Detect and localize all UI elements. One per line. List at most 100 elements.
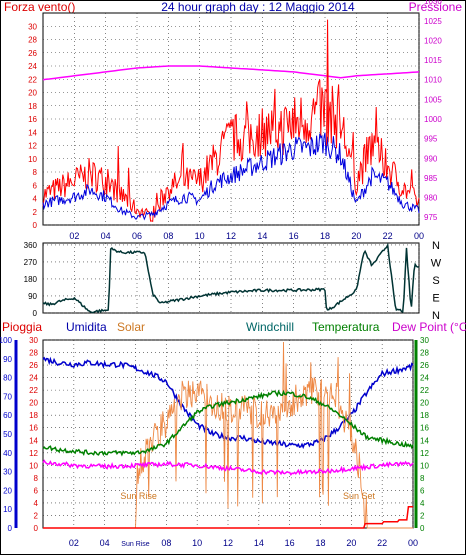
pressure-tick-label: 1015 [424,56,442,65]
rain-tick-label: 30 [29,336,38,345]
degree-tick-label: 270 [24,258,38,267]
rain-tick-label: 18 [29,411,38,420]
annotation-sun-set: Sun Set [343,491,376,501]
wind-tick-label: 12 [28,142,37,151]
rain-tick-label: 28 [29,349,38,358]
pressure-axis-label: Pressione [409,0,463,14]
hour-tick-label: 16 [285,538,295,548]
series-gust-peak [326,19,330,146]
hour-tick-label: 18 [320,231,330,241]
humidity-tick-label: 0 [8,524,13,533]
temperature-tick-label: 30 [420,336,429,345]
legend-dew-point: Dew Point (°C) [392,320,466,334]
degree-tick-label: 90 [28,292,37,301]
series-temperatura [42,389,414,457]
series-pressione [42,65,420,81]
hour-tick-label: 08 [161,538,171,548]
grid-direction [43,243,420,314]
rain-tick-label: 16 [29,424,38,433]
compass-tick-label: E [432,293,439,305]
humidity-tick-label: 20 [3,486,12,495]
rain-tick-label: 12 [29,449,38,458]
hour-tick-label: 06 [132,231,142,241]
hour-tick-labels-bottom: 02 04 Sun Rise 08 10 12 14 16 18 20 22 00 [69,538,418,548]
wind-tick-label: 0 [33,221,38,230]
hour-tick-label: 20 [351,231,361,241]
wind-tick-label: 18 [28,102,37,111]
temperature-tick-label: 24 [420,374,429,383]
hour-tick-label: 18 [315,538,325,548]
degree-tick-label: 360 [24,241,38,250]
pressure-tick-label: 995 [424,135,438,144]
humidity-tick-label: 50 [3,430,12,439]
temperature-tick-label: 26 [420,361,429,370]
hour-tick-label: 00 [408,538,418,548]
rain-tick-label: 4 [34,499,39,508]
sun-annotations: Sun Rise Sun Set [120,491,375,501]
grid-wind [43,13,420,226]
humidity-tick-label: 70 [3,392,12,401]
temperature-tick-label: 28 [420,349,429,358]
rain-tick-label: 24 [29,374,38,383]
wind-tick-label: 24 [28,62,37,71]
series-dew-point [42,459,414,477]
hour-tick-label: 22 [377,538,387,548]
pressure-tick-label: 985 [424,174,438,183]
legend-pioggia: Pioggia [2,320,42,334]
hour-tick-label: 14 [257,231,267,241]
rain-tick-label: 8 [34,474,39,483]
wind-tick-label: 10 [28,155,37,164]
temperature-tick-label: 2 [420,511,425,520]
rain-tick-label: 10 [29,461,38,470]
rain-tick-label: 14 [29,436,38,445]
humidity-tick-label: 30 [3,468,12,477]
legend-windchill: Windchill [246,320,294,334]
chart-title: 24 hour graph day : 12 Maggio 2014 [161,0,355,14]
series-pioggia [43,505,413,529]
compass-tick-label: N [432,310,440,322]
humidity-tick-label: 60 [3,411,12,420]
compass-tick-label: N [432,240,440,252]
pressure-tick-label: 1010 [424,76,442,85]
wind-tick-label: 2 [33,208,38,217]
humidity-tick-label: 10 [3,505,12,514]
degree-tick-label: 180 [24,275,38,284]
series-umidita [42,356,414,450]
temperature-tick-label: 4 [420,499,425,508]
rain-tick-label: 0 [34,524,39,533]
direction-series [42,242,420,314]
series-raffica [42,132,420,221]
compass-tick-label: W [431,258,442,270]
hour-tick-label: 10 [192,538,202,548]
rain-tick-label: 20 [29,399,38,408]
temperature-tick-label: 0 [420,524,425,533]
temperature-tick-label: 6 [420,486,425,495]
degree-tick-labels: 0 90 180 270 360 [24,241,38,318]
annotation-sun-rise: Sun Rise [120,491,157,501]
hour-tick-label: 22 [383,231,393,241]
temperature-tick-label: 20 [420,399,429,408]
hour-tick-label: 14 [254,538,264,548]
hour-tick-label: 02 [69,231,79,241]
pressure-tick-label: 990 [424,154,438,163]
pressure-tick-label: 1000 [424,115,442,124]
humidity-tick-label: 90 [3,355,12,364]
wind-series [42,19,420,222]
hour-tick-label: 20 [346,538,356,548]
pressure-tick-label: 975 [424,213,438,222]
pressure-tick-label: 980 [424,194,438,203]
legend-temperatura: Temperatura [312,320,380,334]
hour-tick-label: 12 [226,231,236,241]
temperature-tick-label: 22 [420,386,429,395]
wind-tick-label: 26 [28,49,37,58]
hour-tick-label: Sun Rise [121,541,150,548]
hour-tick-label: 04 [101,231,111,241]
rain-tick-label: 2 [34,511,39,520]
wind-tick-label: 20 [28,89,37,98]
